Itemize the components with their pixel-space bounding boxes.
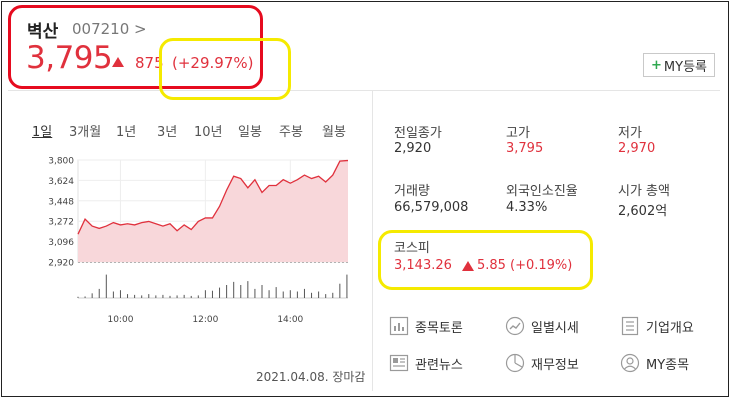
tab-1d[interactable]: 1일: [32, 125, 53, 140]
market-close-date: 2021.04.08. 장마감: [256, 370, 366, 384]
menu-daily-price-label: 일별시세: [531, 320, 579, 336]
newspaper-icon: [389, 354, 409, 372]
menu-discussion-label: 종목토론: [415, 320, 463, 336]
highlight-box-yellow-index: [378, 230, 593, 290]
tab-10y[interactable]: 10년: [194, 125, 223, 140]
foreign-ratio-label: 외국인소진율: [506, 184, 578, 199]
x-tick-label: 14:00: [277, 315, 303, 325]
tab-monthly-candle[interactable]: 월봉: [322, 125, 346, 140]
menu-my-stocks-label: MY종목: [646, 357, 690, 373]
prev-close-label: 전일종가: [394, 126, 442, 141]
menu-my-stocks[interactable]: MY종목: [620, 353, 689, 373]
foreign-ratio-value: 4.33%: [506, 200, 548, 215]
low-label: 저가: [618, 126, 642, 141]
current-price: 3,795: [26, 40, 113, 76]
y-tick-label: 3,624: [48, 177, 74, 187]
high-label: 고가: [506, 126, 530, 141]
trend-circle-icon: [505, 316, 525, 336]
plus-icon: +: [651, 57, 662, 73]
price-change: 875: [135, 54, 164, 72]
tab-weekly-candle[interactable]: 주봉: [279, 125, 303, 140]
pie-chart-icon: [505, 353, 525, 373]
my-register-button[interactable]: + MY등록: [643, 53, 715, 77]
document-list-icon: [621, 316, 639, 336]
tab-daily-candle[interactable]: 일봉: [238, 125, 262, 140]
y-tick-label: 2,920: [48, 259, 74, 269]
y-tick-label: 3,800: [48, 157, 74, 167]
menu-related-news[interactable]: 관련뉴스: [389, 353, 463, 373]
menu-related-news-label: 관련뉴스: [415, 357, 463, 373]
menu-company-overview[interactable]: 기업개요: [620, 316, 694, 336]
x-tick-label: 12:00: [192, 315, 218, 325]
kospi-change: 5.85: [477, 258, 506, 273]
column-divider: [372, 91, 373, 391]
highlight-box-yellow-percent: [159, 38, 291, 100]
user-icon: [620, 353, 640, 373]
chart-board-icon: [389, 316, 409, 336]
menu-daily-price[interactable]: 일별시세: [505, 316, 579, 336]
my-register-label: MY등록: [663, 59, 707, 75]
x-tick-label: 10:00: [107, 315, 133, 325]
market-cap-value: 2,602억: [618, 204, 668, 219]
menu-financial-info[interactable]: 재무정보: [505, 353, 579, 373]
tab-1y[interactable]: 1년: [116, 125, 137, 140]
high-value: 3,795: [506, 141, 544, 156]
y-tick-label: 3,096: [48, 238, 74, 248]
kospi-change-percent: (+0.19%): [510, 258, 573, 273]
kospi-value: 3,143.26: [394, 258, 452, 273]
menu-company-overview-label: 기업개요: [646, 320, 694, 336]
volume-value: 66,579,008: [394, 200, 469, 215]
y-tick-label: 3,448: [48, 197, 74, 207]
up-arrow-icon: [112, 57, 124, 67]
header-divider: [8, 90, 720, 91]
kospi-up-arrow-icon: [462, 261, 474, 271]
price-area-fill: [78, 160, 348, 262]
tab-3y[interactable]: 3년: [157, 125, 178, 140]
kospi-label[interactable]: 코스피: [394, 241, 430, 256]
stock-name[interactable]: 벽산: [27, 22, 59, 42]
menu-financial-info-label: 재무정보: [531, 357, 579, 373]
volume-label: 거래량: [394, 184, 430, 199]
prev-close-value: 2,920: [394, 141, 432, 156]
price-line: [77, 159, 348, 235]
highlight-box-red: [8, 5, 263, 89]
intraday-price-chart: 3,800 3,624 3,448 3,272 3,096 2,920 10:00 12:00…: [48, 157, 348, 325]
market-cap-label: 시가 총액: [618, 184, 670, 199]
stock-code-link[interactable]: 007210 >: [72, 20, 147, 38]
low-value: 2,970: [618, 141, 656, 156]
price-change-percent: (+29.97%): [172, 54, 254, 72]
tab-3m[interactable]: 3개월: [69, 125, 102, 140]
y-tick-label: 3,272: [48, 218, 74, 228]
menu-discussion[interactable]: 종목토론: [389, 316, 463, 336]
